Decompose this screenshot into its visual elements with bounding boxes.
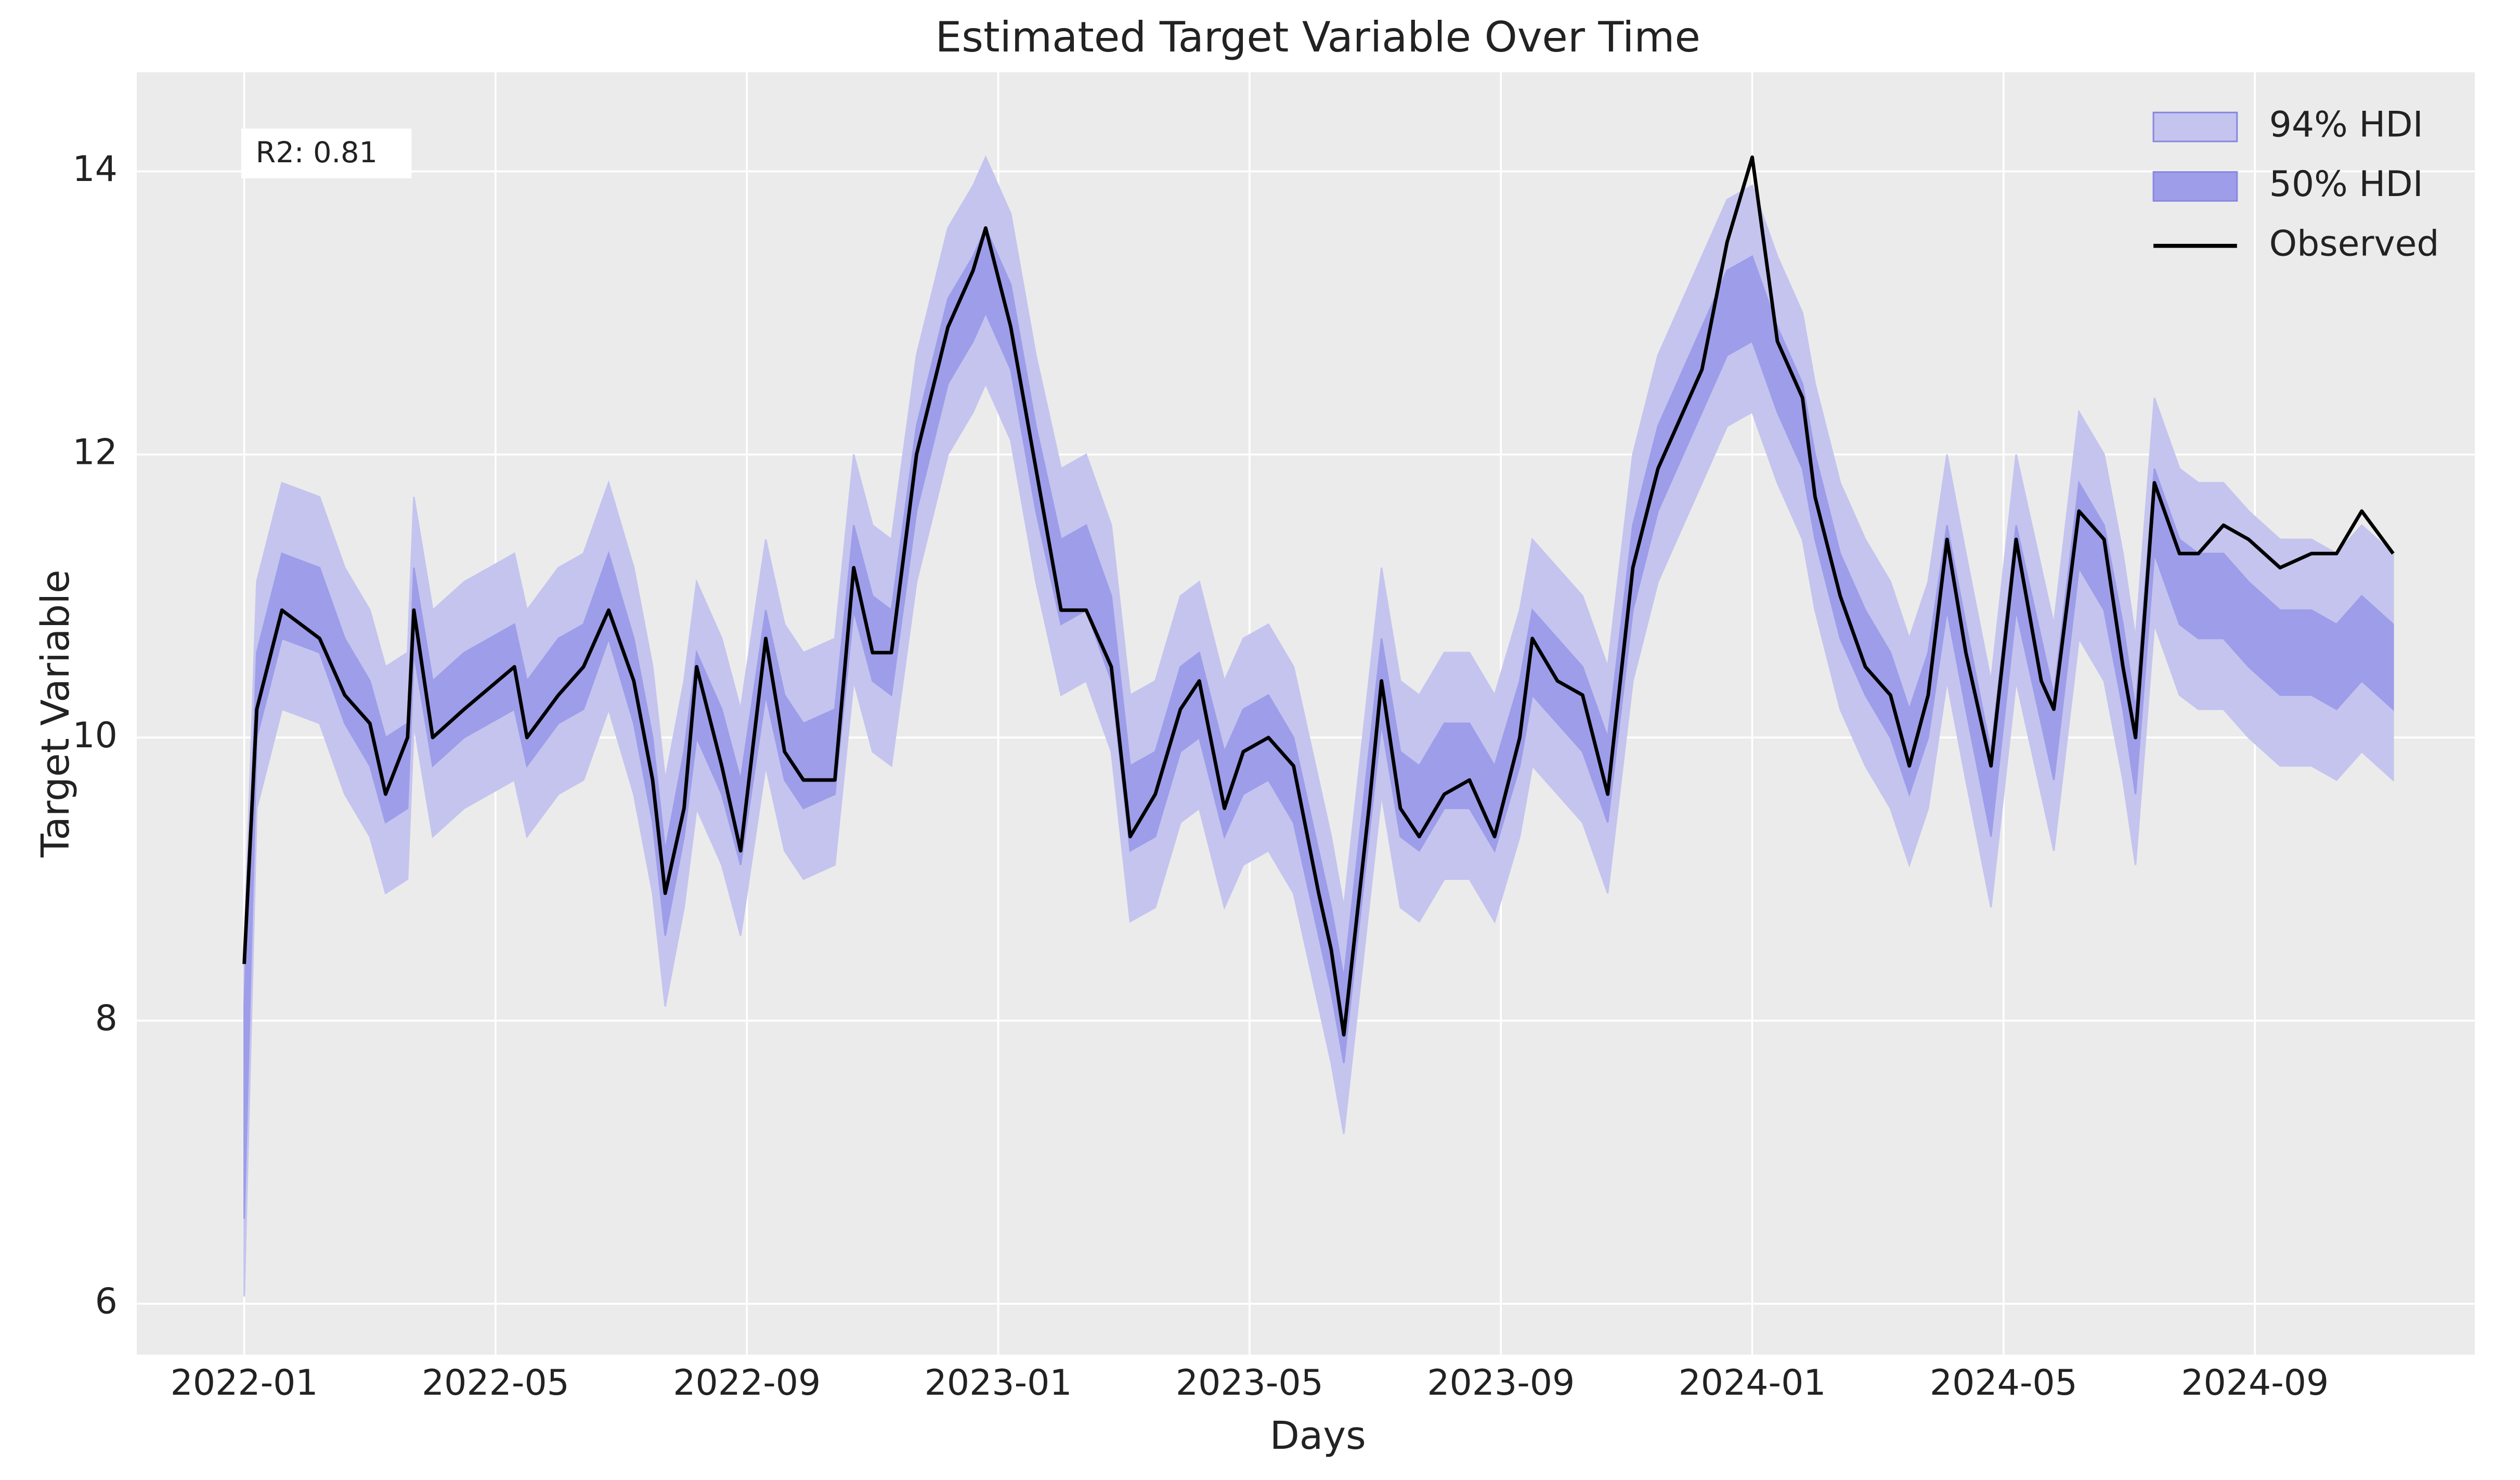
x-axis-label: Days: [1270, 1413, 1366, 1458]
legend-label: 50% HDI: [2269, 164, 2423, 205]
x-tick-label: 2022-01: [171, 1362, 318, 1404]
x-tick-label: 2022-09: [673, 1362, 821, 1404]
y-tick-label: 14: [72, 149, 118, 190]
chart-title: Estimated Target Variable Over Time: [936, 12, 1700, 61]
y-tick-label: 12: [72, 432, 118, 473]
legend-swatch: [2152, 111, 2238, 142]
hdi-band: [243, 155, 2394, 1297]
legend-label: Observed: [2269, 223, 2439, 264]
annotation-box: [241, 128, 412, 179]
legend: 94% HDI 50% HDI Observed: [2152, 105, 2439, 264]
x-tick-label: 2024-05: [1930, 1362, 2077, 1404]
y-axis-label: Target Variable: [33, 569, 78, 858]
x-tick-label: 2023-01: [925, 1362, 1072, 1404]
x-tick-label: 2024-09: [2181, 1362, 2329, 1404]
annotation: R2: 0.81: [256, 136, 378, 170]
observed-line: [242, 155, 2395, 1037]
x-tick-label: 2024-01: [1679, 1362, 1826, 1404]
hdi-band: [243, 226, 2394, 1219]
labels: 6 8 10 12 14 2022-01 2022-05 2022-09 2023-01 2023…: [72, 149, 2329, 1404]
legend-swatch: [2152, 171, 2238, 202]
y-tick-label: 6: [95, 1281, 118, 1322]
x-tick-label: 2023-05: [1176, 1362, 1323, 1404]
marks: [242, 155, 2395, 1297]
x-tick-label: 2023-09: [1427, 1362, 1575, 1404]
y-tick-label: 10: [72, 715, 118, 756]
y-tick-label: 8: [95, 998, 118, 1039]
legend-label: 94% HDI: [2269, 105, 2423, 146]
x-tick-label: 2022-05: [422, 1362, 569, 1404]
